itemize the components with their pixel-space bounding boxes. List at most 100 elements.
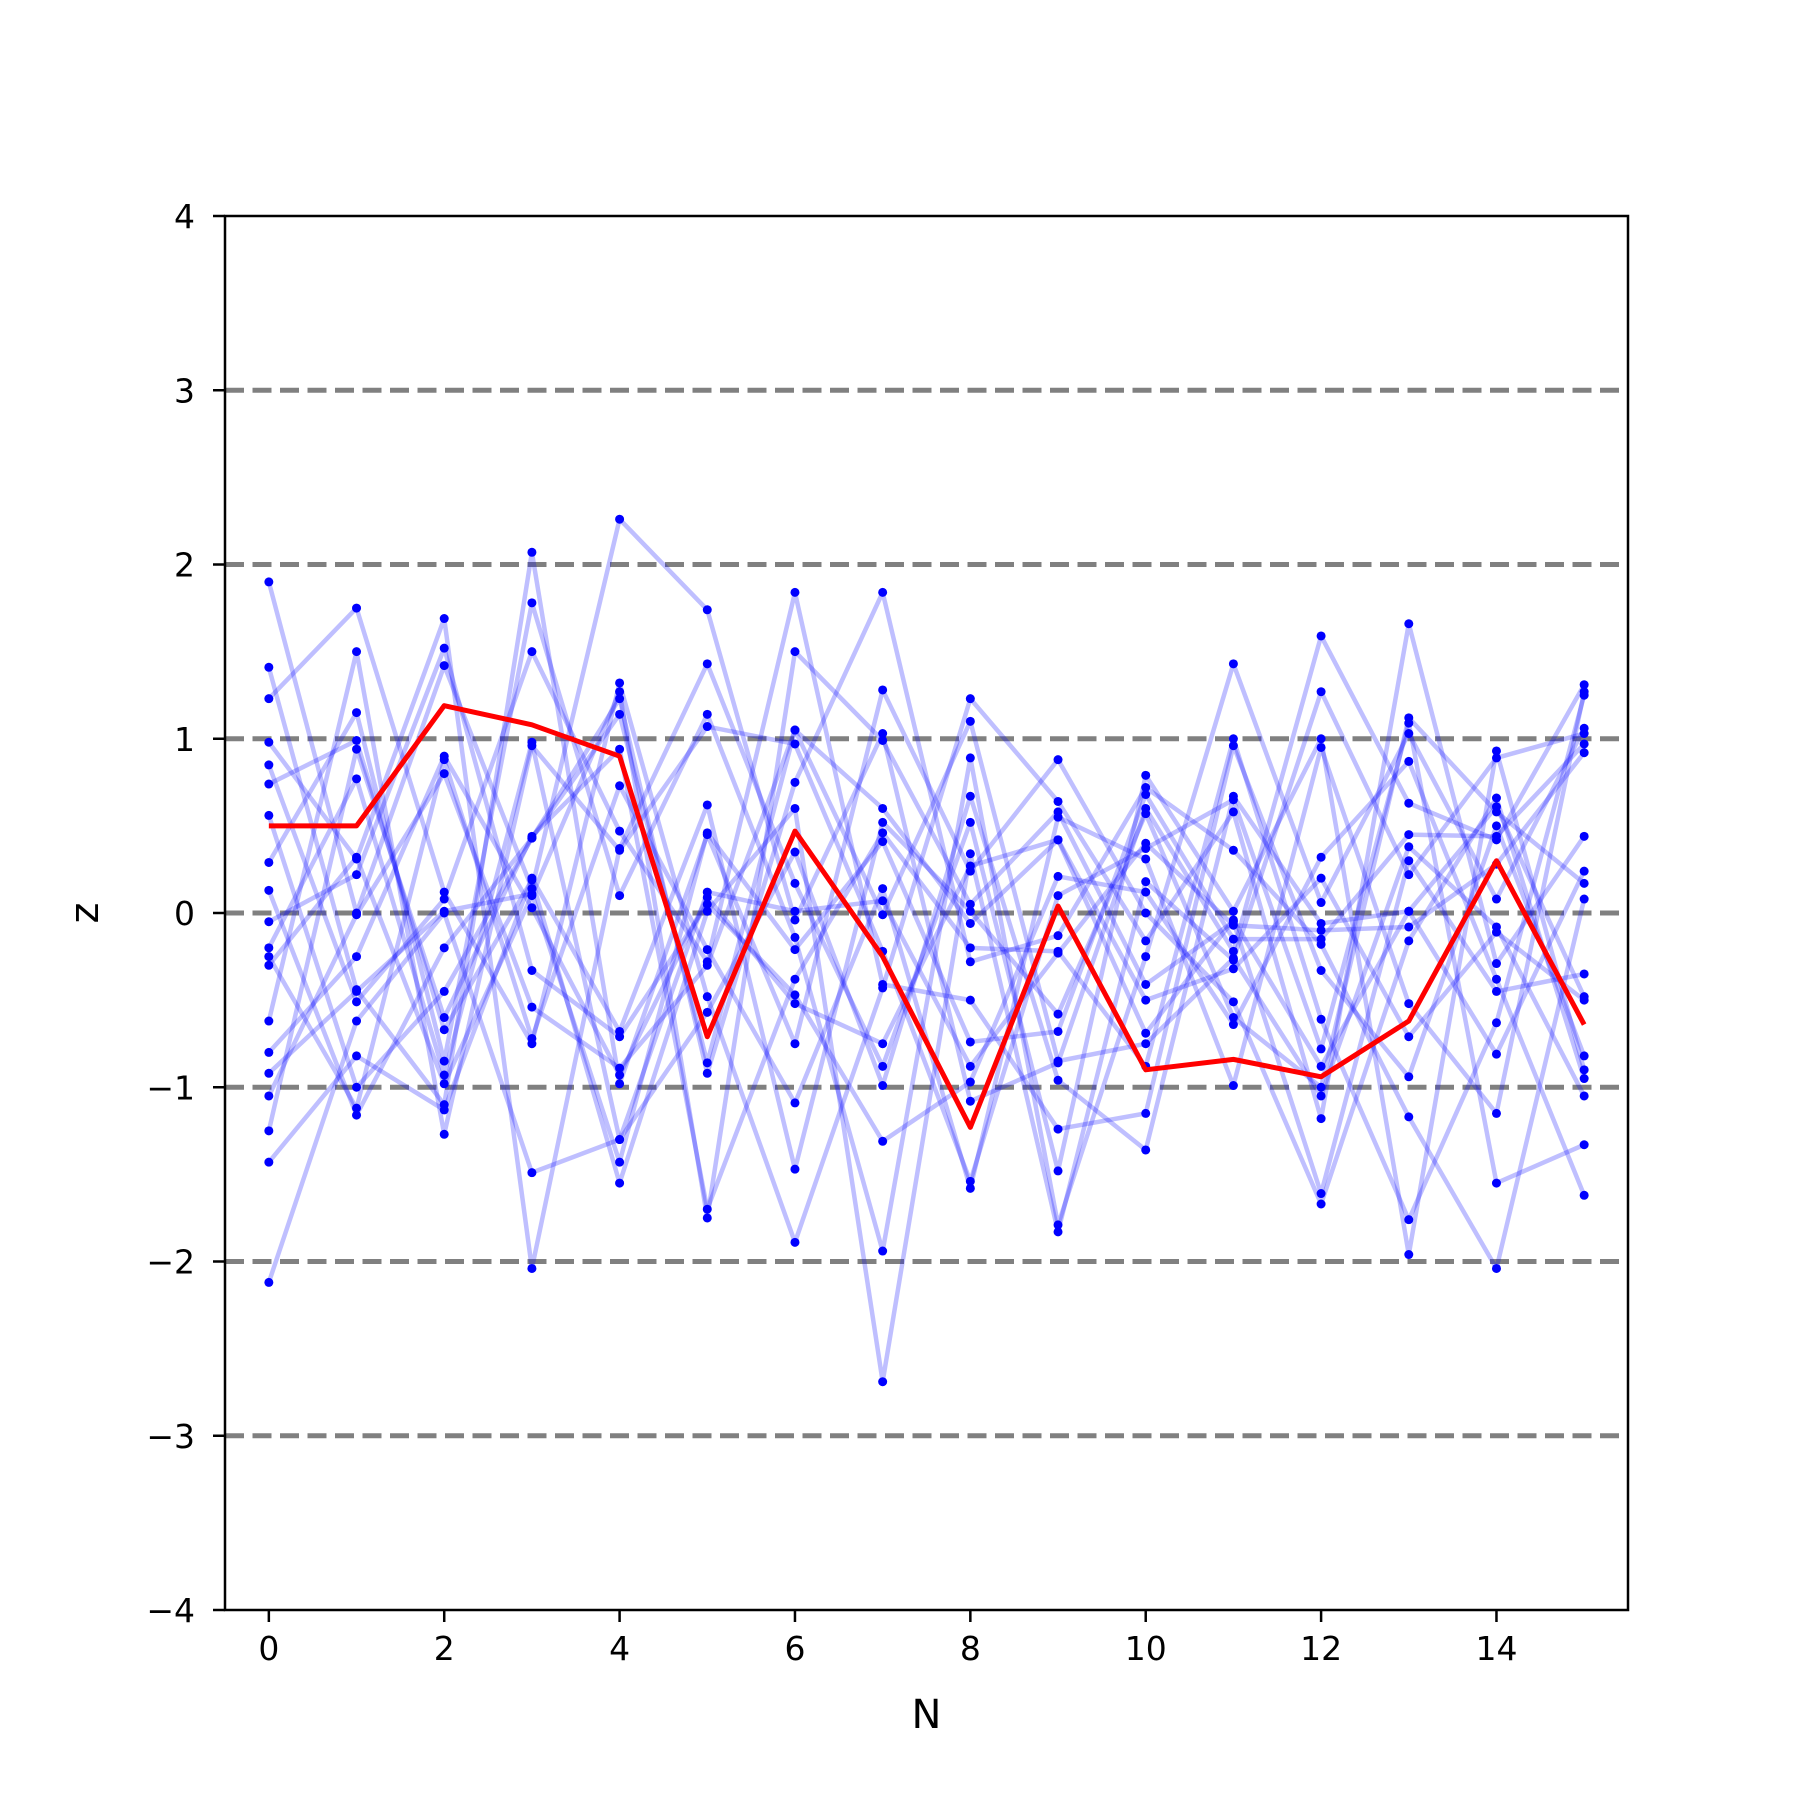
data-point [527, 903, 537, 913]
data-point [615, 514, 625, 524]
data-point [1316, 934, 1326, 944]
data-point [790, 777, 800, 787]
data-point [527, 1263, 537, 1273]
data-point [965, 1037, 975, 1047]
data-point [264, 960, 274, 970]
data-point [790, 725, 800, 735]
data-point [1491, 959, 1501, 969]
data-point [615, 781, 625, 791]
data-point [1491, 807, 1501, 817]
data-point [1228, 845, 1238, 855]
data-point [527, 831, 537, 841]
background-series-line [267, 649, 1585, 1221]
data-point [702, 1068, 712, 1078]
data-point [527, 741, 537, 751]
data-point [702, 887, 712, 897]
data-point [1491, 1108, 1501, 1118]
data-point [1316, 1061, 1326, 1071]
data-point [965, 995, 975, 1005]
data-point [527, 873, 537, 883]
data-point [1404, 619, 1414, 629]
data-point [439, 751, 449, 761]
data-point [1316, 925, 1326, 935]
background-series-line [267, 753, 1586, 1078]
data-point [790, 587, 800, 597]
data-point [1579, 748, 1589, 758]
data-point [1228, 1013, 1238, 1023]
y-tick-label: 0 [174, 894, 195, 933]
data-point [878, 1377, 888, 1387]
data-point [878, 910, 888, 920]
data-point [1404, 856, 1414, 866]
data-point [1316, 1189, 1326, 1199]
background-series-line [266, 590, 1587, 1271]
data-point [702, 906, 712, 916]
data-point [1491, 974, 1501, 984]
data-point [1491, 821, 1501, 831]
data-point [878, 828, 888, 838]
data-point [878, 803, 888, 813]
data-point [878, 837, 888, 847]
y-tick-label: 1 [174, 720, 195, 759]
data-point [527, 598, 537, 608]
data-point [264, 917, 274, 927]
data-point [1141, 1028, 1151, 1038]
data-point [1228, 964, 1238, 974]
data-point [790, 1237, 800, 1247]
data-point [878, 896, 888, 906]
data-point [264, 810, 274, 820]
data-point [1053, 1166, 1063, 1176]
data-point [1579, 1091, 1589, 1101]
data-point [1141, 979, 1151, 989]
data-point [615, 1026, 625, 1036]
data-point [615, 826, 625, 836]
data-point [615, 1135, 625, 1145]
background-series-line [267, 645, 1587, 1197]
data-point [1228, 1020, 1238, 1030]
data-point [615, 744, 625, 754]
data-point [264, 577, 274, 587]
y-axis-ticks: −4 −3 −2 −1 0 1 2 3 4 [146, 197, 225, 1630]
data-point [439, 1070, 449, 1080]
data-point [1316, 1044, 1326, 1054]
data-point [1228, 920, 1238, 930]
y-axis-label: z [62, 903, 108, 924]
data-point [527, 1033, 537, 1043]
data-point [439, 943, 449, 953]
data-point [878, 1039, 888, 1049]
data-point [1404, 713, 1414, 723]
data-point [1228, 946, 1238, 956]
data-point [527, 647, 537, 657]
data-point [615, 687, 625, 697]
data-point [615, 1157, 625, 1167]
data-point [790, 647, 800, 657]
data-point [1404, 906, 1414, 916]
data-point [965, 817, 975, 827]
data-point [1491, 922, 1501, 932]
data-point [1228, 997, 1238, 1007]
background-series-line [267, 715, 1586, 1172]
data-point [1141, 995, 1151, 1005]
data-point [878, 729, 888, 739]
data-point [702, 1058, 712, 1068]
background-series-line [266, 550, 1587, 1207]
data-point [615, 709, 625, 719]
x-axis-ticks: 0 2 4 6 8 10 12 14 [258, 1610, 1517, 1668]
data-point [702, 1204, 712, 1214]
data-point [439, 908, 449, 918]
data-point [264, 857, 274, 867]
x-tick-label: 6 [784, 1629, 805, 1668]
data-point [702, 659, 712, 669]
data-point [878, 884, 888, 894]
data-point [264, 885, 274, 895]
data-point [1316, 1199, 1326, 1209]
data-point [702, 899, 712, 909]
data-point [439, 894, 449, 904]
background-series-line [266, 590, 1587, 1132]
background-series-line [267, 616, 1587, 1271]
data-point [1404, 1250, 1414, 1260]
data-point [264, 1277, 274, 1287]
background-series-line [266, 600, 1587, 1254]
data-point [1053, 891, 1063, 901]
data-point [1404, 1072, 1414, 1082]
